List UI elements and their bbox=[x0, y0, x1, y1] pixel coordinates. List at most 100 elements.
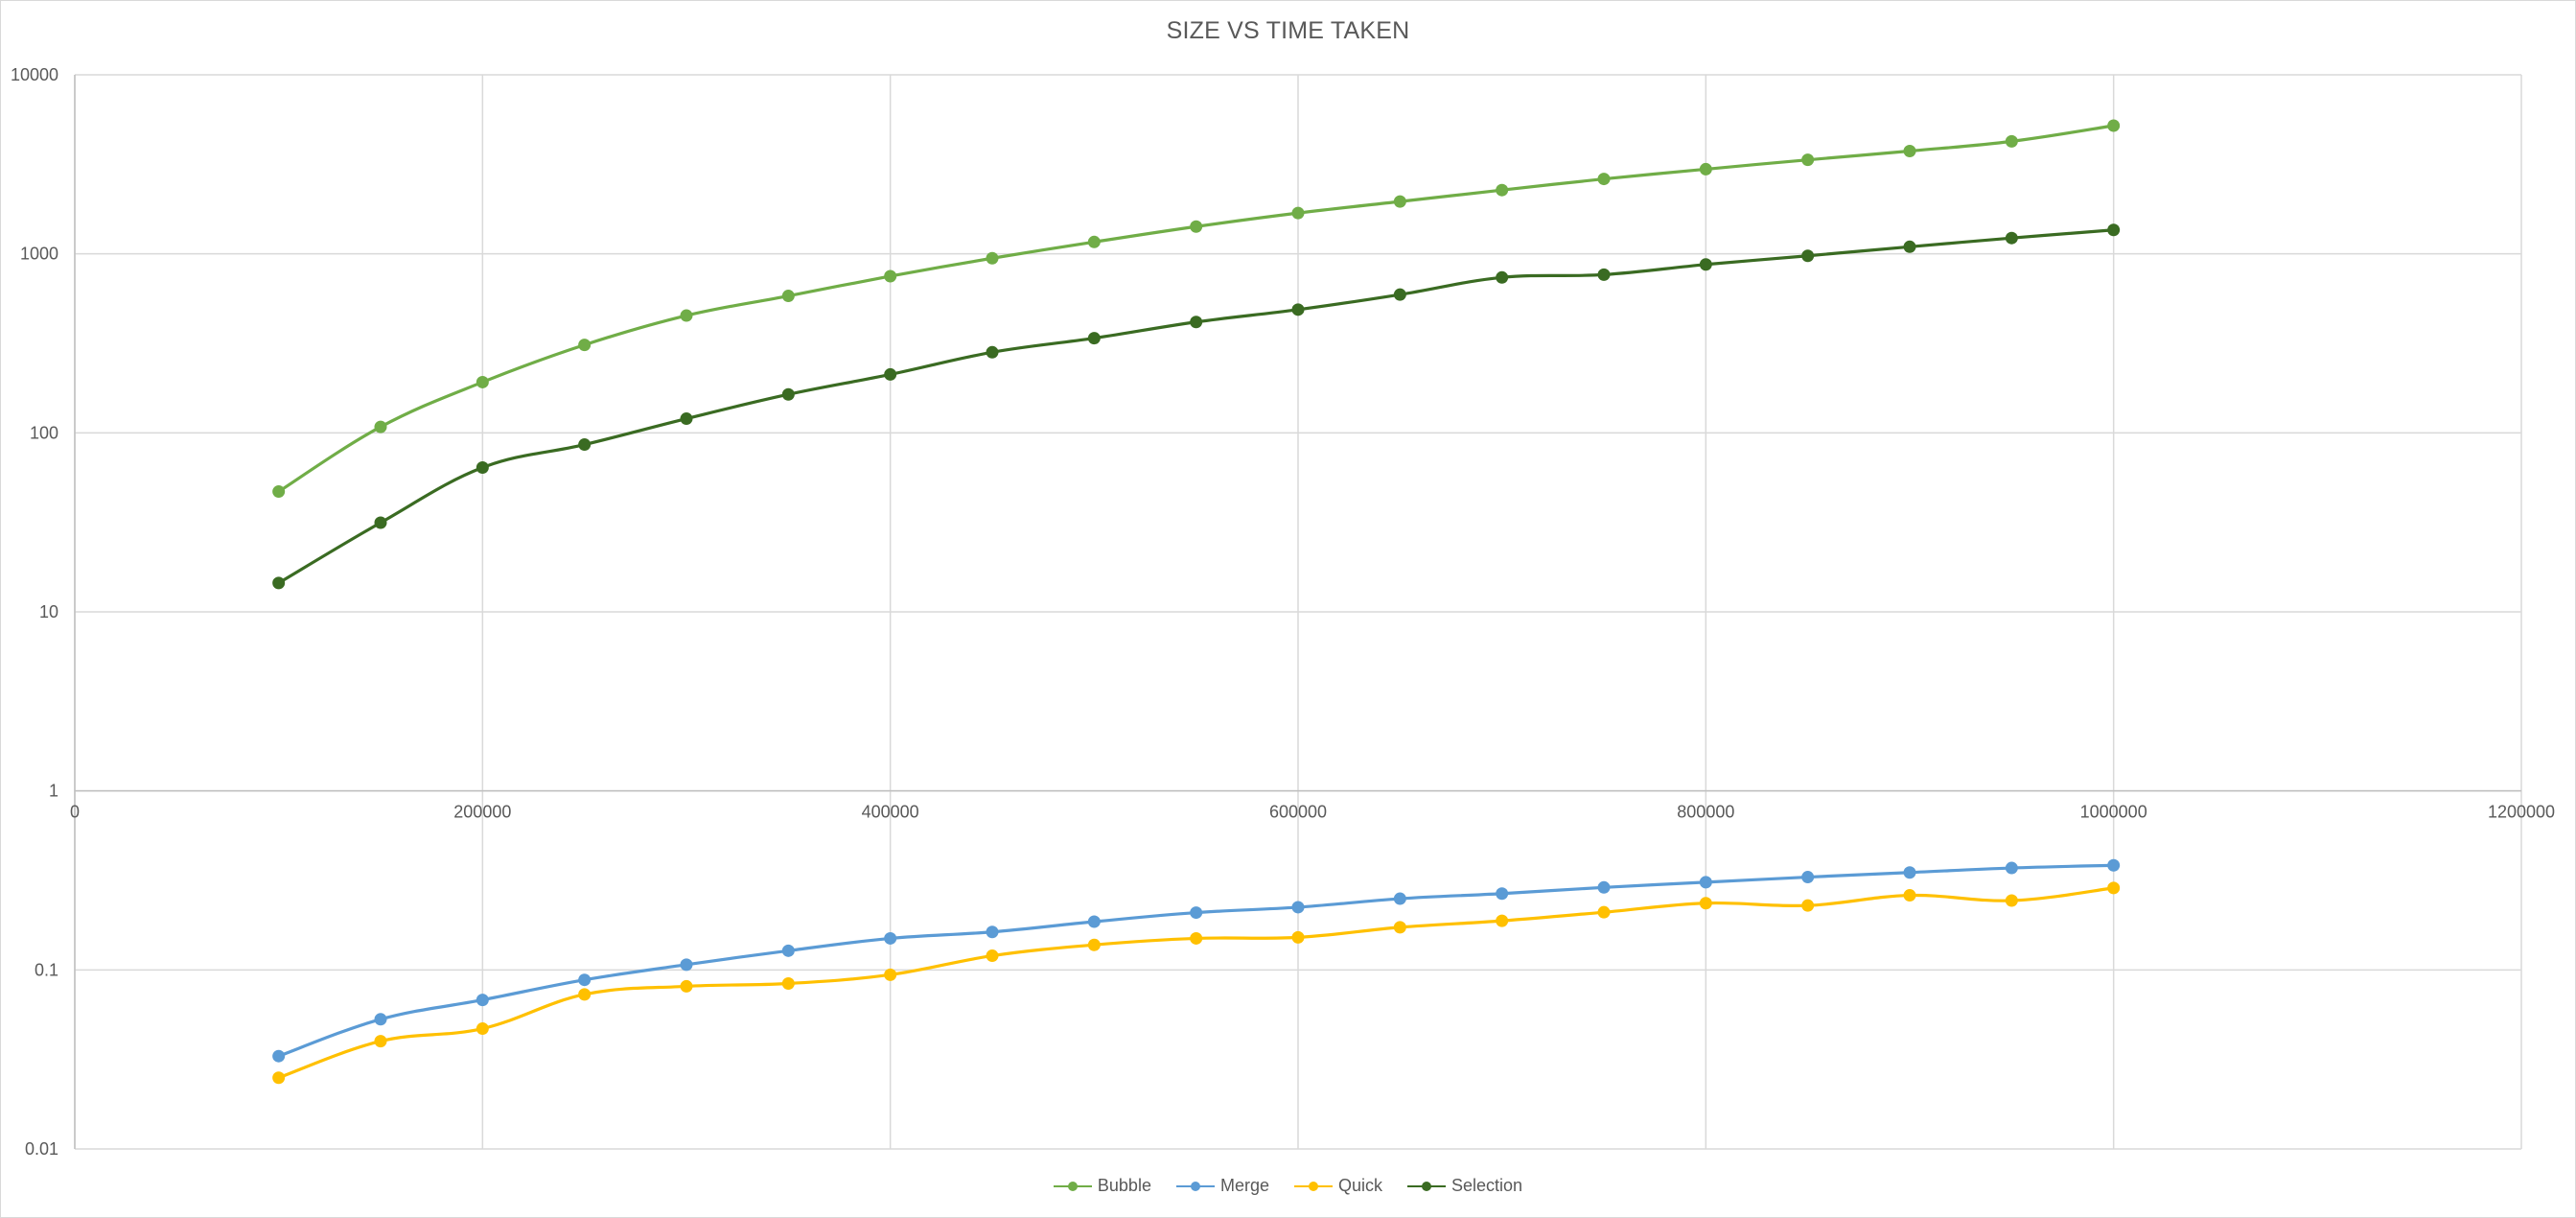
data-point-selection bbox=[986, 345, 999, 359]
x-tick-label: 400000 bbox=[862, 803, 919, 822]
data-point-quick bbox=[986, 949, 999, 963]
data-point-selection bbox=[1699, 258, 1712, 271]
data-point-bubble bbox=[578, 339, 592, 352]
data-point-quick bbox=[1393, 921, 1406, 934]
x-tick-label: 0 bbox=[70, 803, 80, 822]
data-point-merge bbox=[476, 994, 489, 1007]
data-point-selection bbox=[1190, 316, 1203, 329]
data-point-merge bbox=[1597, 880, 1611, 894]
data-point-selection bbox=[884, 367, 897, 381]
data-point-selection bbox=[781, 387, 795, 401]
legend-swatch bbox=[1175, 1181, 1215, 1192]
data-point-bubble bbox=[986, 251, 999, 265]
legend-label: Selection bbox=[1451, 1176, 1523, 1195]
data-point-quick bbox=[374, 1035, 387, 1048]
data-point-bubble bbox=[2005, 134, 2018, 148]
y-tick-label: 10 bbox=[39, 602, 58, 621]
x-tick-label: 800000 bbox=[1677, 803, 1734, 822]
data-point-quick bbox=[1903, 889, 1916, 902]
axes bbox=[74, 75, 2521, 1149]
legend-label: Quick bbox=[1338, 1176, 1383, 1195]
legend-swatch bbox=[1407, 1181, 1447, 1192]
data-point-quick bbox=[1291, 930, 1305, 944]
data-point-merge bbox=[1087, 915, 1101, 928]
series-line-bubble bbox=[277, 124, 2114, 493]
data-point-merge bbox=[680, 958, 693, 972]
data-point-selection bbox=[680, 412, 693, 426]
data-point-merge bbox=[884, 931, 897, 945]
data-point-selection bbox=[1087, 332, 1101, 345]
data-point-quick bbox=[1597, 905, 1611, 919]
data-point-selection bbox=[1597, 268, 1611, 281]
y-tick-label: 0.1 bbox=[35, 960, 58, 979]
legend-label: Bubble bbox=[1097, 1176, 1151, 1195]
chart-title: SIZE VS TIME TAKEN bbox=[1166, 17, 1410, 44]
legend-item-bubble: Bubble bbox=[1053, 1176, 1151, 1196]
data-point-merge bbox=[1699, 876, 1712, 889]
data-point-selection bbox=[374, 516, 387, 529]
gridlines bbox=[74, 74, 2522, 1150]
data-point-merge bbox=[1190, 906, 1203, 920]
data-point-bubble bbox=[1597, 173, 1611, 186]
data-point-bubble bbox=[1496, 183, 1509, 197]
legend-swatch bbox=[1294, 1181, 1333, 1192]
y-tick-label: 0.01 bbox=[25, 1139, 58, 1159]
tick-labels: 0.01 0.1 1 10 100 1000 10000 0 200000 400000 60000… bbox=[11, 65, 2555, 1159]
data-point-quick bbox=[1190, 931, 1203, 945]
data-point-bubble bbox=[781, 290, 795, 303]
data-point-bubble bbox=[272, 485, 286, 499]
data-point-quick bbox=[1496, 914, 1509, 927]
data-point-selection bbox=[476, 461, 489, 475]
x-tick-label: 1000000 bbox=[2080, 803, 2147, 822]
data-point-selection bbox=[1903, 240, 1916, 253]
legend-label: Merge bbox=[1219, 1176, 1269, 1195]
data-point-quick bbox=[781, 976, 795, 990]
data-point-bubble bbox=[680, 309, 693, 322]
data-point-quick bbox=[1087, 938, 1101, 951]
x-tick-label: 600000 bbox=[1269, 803, 1327, 822]
data-point-merge bbox=[781, 944, 795, 957]
data-point-quick bbox=[1699, 897, 1712, 910]
data-point-quick bbox=[476, 1022, 489, 1036]
legend-item-selection: Selection bbox=[1407, 1176, 1522, 1196]
y-tick-label: 1000 bbox=[20, 245, 58, 264]
legend-swatch bbox=[1053, 1181, 1092, 1192]
data-point-bubble bbox=[1291, 206, 1305, 220]
data-point-selection bbox=[1393, 288, 1406, 301]
y-tick-label: 1 bbox=[49, 782, 58, 801]
data-point-quick bbox=[2107, 881, 2121, 895]
data-point-merge bbox=[2107, 858, 2121, 872]
data-point-bubble bbox=[1190, 220, 1203, 233]
data-point-bubble bbox=[1087, 235, 1101, 248]
x-tick-label: 1200000 bbox=[2488, 803, 2555, 822]
series-line-selection bbox=[277, 228, 2114, 585]
y-tick-label: 10000 bbox=[11, 65, 58, 84]
data-point-merge bbox=[1393, 892, 1406, 905]
legend: Bubble Merge Quick Selection bbox=[0, 1176, 2576, 1196]
legend-item-merge: Merge bbox=[1175, 1176, 1269, 1196]
data-point-bubble bbox=[1801, 153, 1815, 167]
data-point-quick bbox=[680, 979, 693, 993]
data-point-quick bbox=[578, 988, 592, 1001]
data-point-selection bbox=[272, 576, 286, 590]
data-point-selection bbox=[2005, 231, 2018, 245]
data-point-merge bbox=[1801, 871, 1815, 884]
data-point-selection bbox=[1291, 303, 1305, 316]
data-point-quick bbox=[1801, 899, 1815, 912]
data-point-bubble bbox=[1393, 195, 1406, 208]
x-tick-label: 200000 bbox=[453, 803, 511, 822]
data-point-selection bbox=[1801, 249, 1815, 263]
legend-item-quick: Quick bbox=[1294, 1176, 1382, 1196]
data-point-merge bbox=[2005, 861, 2018, 875]
data-point-selection bbox=[578, 438, 592, 452]
data-point-merge bbox=[986, 925, 999, 939]
data-point-merge bbox=[1291, 901, 1305, 914]
series-line-merge bbox=[278, 863, 2114, 1058]
data-point-bubble bbox=[374, 420, 387, 433]
data-point-merge bbox=[1903, 866, 1916, 879]
data-point-merge bbox=[578, 973, 592, 987]
data-point-bubble bbox=[1903, 145, 1916, 158]
data-point-merge bbox=[1496, 887, 1509, 901]
